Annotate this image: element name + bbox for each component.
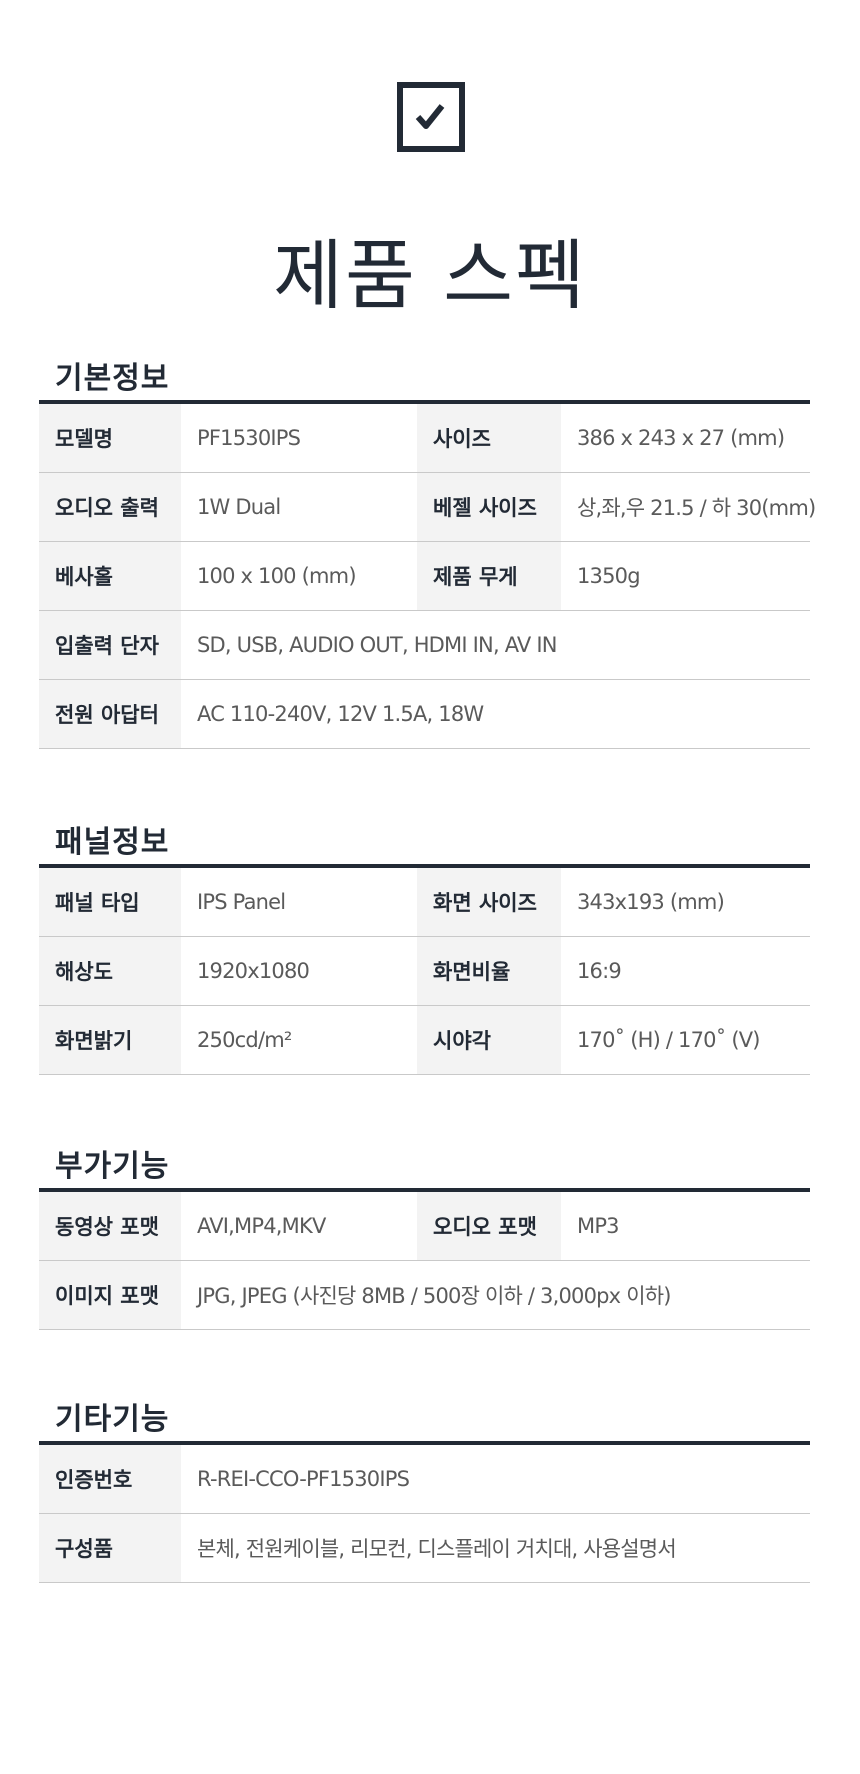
spec-value: 1920x1080 (181, 936, 417, 1006)
spec-label: 해상도 (39, 936, 181, 1006)
table-row: 동영상 포맷 AVI,MP4,MKV 오디오 포맷 MP3 (39, 1190, 810, 1261)
spec-label: 오디오 포맷 (417, 1190, 561, 1261)
spec-value: AVI,MP4,MKV (181, 1190, 417, 1261)
spec-value: JPG, JPEG (사진당 8MB / 500장 이하 / 3,000px 이… (181, 1260, 810, 1330)
spec-label: 오디오 출력 (39, 472, 181, 542)
spec-label: 패널 타입 (39, 866, 181, 937)
spec-label: 사이즈 (417, 402, 561, 473)
spec-table: 인증번호 R-REI-CCO-PF1530IPS 구성품 본체, 전원케이블, 리모컨… (39, 1441, 810, 1583)
spec-section: 부가기능 동영상 포맷 AVI,MP4,MKV 오디오 포맷 MP3 이미지 포맷 JPG,… (39, 1145, 810, 1330)
spec-value: IPS Panel (181, 866, 417, 937)
spec-label: 입출력 단자 (39, 610, 181, 680)
table-row: 전원 아답터 AC 110-240V, 12V 1.5A, 18W (39, 679, 810, 749)
table-row: 패널 타입 IPS Panel 화면 사이즈 343x193 (mm) (39, 866, 810, 937)
section-title: 패널정보 (55, 825, 170, 860)
spec-value: MP3 (561, 1190, 810, 1261)
spec-section: 기본정보 모델명 PF1530IPS 사이즈 386 x 243 x 27 (mm) 오디… (39, 357, 816, 749)
section-title: 부가기능 (55, 1149, 170, 1184)
spec-label: 제품 무게 (417, 541, 561, 611)
spec-label: 화면비율 (417, 936, 561, 1006)
spec-label: 화면 사이즈 (417, 866, 561, 937)
section-title: 기타기능 (55, 1402, 170, 1437)
spec-label: 전원 아답터 (39, 679, 181, 749)
spec-value: 상,좌,우 21.5 / 하 30(mm) (561, 472, 816, 542)
section-title: 기본정보 (55, 361, 170, 396)
spec-value: 170˚ (H) / 170˚ (V) (561, 1005, 810, 1075)
spec-label: 모델명 (39, 402, 181, 473)
spec-label: 동영상 포맷 (39, 1190, 181, 1261)
spec-value: 343x193 (mm) (561, 866, 810, 937)
spec-table: 패널 타입 IPS Panel 화면 사이즈 343x193 (mm) 해상도 1920x… (39, 864, 810, 1075)
spec-value: R-REI-CCO-PF1530IPS (181, 1443, 810, 1514)
spec-label: 베사홀 (39, 541, 181, 611)
spec-value: SD, USB, AUDIO OUT, HDMI IN, AV IN (181, 610, 810, 680)
spec-value: 1W Dual (181, 472, 417, 542)
spec-label: 이미지 포맷 (39, 1260, 181, 1330)
page-title: 제품 스펙 (273, 230, 587, 320)
spec-label: 베젤 사이즈 (417, 472, 561, 542)
checkbox-checked-icon (397, 82, 465, 152)
spec-value: 1350g (561, 541, 810, 611)
spec-table: 모델명 PF1530IPS 사이즈 386 x 243 x 27 (mm) 오디오 출력… (39, 400, 816, 749)
spec-table: 동영상 포맷 AVI,MP4,MKV 오디오 포맷 MP3 이미지 포맷 JPG, JPE… (39, 1188, 810, 1330)
table-row: 인증번호 R-REI-CCO-PF1530IPS (39, 1443, 810, 1514)
spec-value: 386 x 243 x 27 (mm) (561, 402, 810, 473)
table-row: 베사홀 100 x 100 (mm) 제품 무게 1350g (39, 541, 810, 611)
table-row: 이미지 포맷 JPG, JPEG (사진당 8MB / 500장 이하 / 3,0… (39, 1260, 810, 1330)
spec-value: 100 x 100 (mm) (181, 541, 417, 611)
spec-label: 구성품 (39, 1513, 181, 1583)
table-row: 모델명 PF1530IPS 사이즈 386 x 243 x 27 (mm) (39, 402, 810, 473)
table-row: 입출력 단자 SD, USB, AUDIO OUT, HDMI IN, AV IN (39, 610, 810, 680)
table-row: 화면밝기 250cd/m² 시야각 170˚ (H) / 170˚ (V) (39, 1005, 810, 1075)
table-row: 오디오 출력 1W Dual 베젤 사이즈 상,좌,우 21.5 / 하 30(mm) (39, 472, 816, 542)
table-row: 구성품 본체, 전원케이블, 리모컨, 디스플레이 거치대, 사용설명서 (39, 1513, 810, 1583)
spec-value: PF1530IPS (181, 402, 417, 473)
spec-section: 패널정보 패널 타입 IPS Panel 화면 사이즈 343x193 (mm) 해상도 1… (39, 821, 810, 1075)
spec-value: 본체, 전원케이블, 리모컨, 디스플레이 거치대, 사용설명서 (181, 1513, 810, 1583)
table-row: 해상도 1920x1080 화면비율 16:9 (39, 936, 810, 1006)
spec-value: 250cd/m² (181, 1005, 417, 1075)
spec-label: 시야각 (417, 1005, 561, 1075)
spec-value: AC 110-240V, 12V 1.5A, 18W (181, 679, 810, 749)
spec-label: 화면밝기 (39, 1005, 181, 1075)
spec-value: 16:9 (561, 936, 810, 1006)
spec-label: 인증번호 (39, 1443, 181, 1514)
